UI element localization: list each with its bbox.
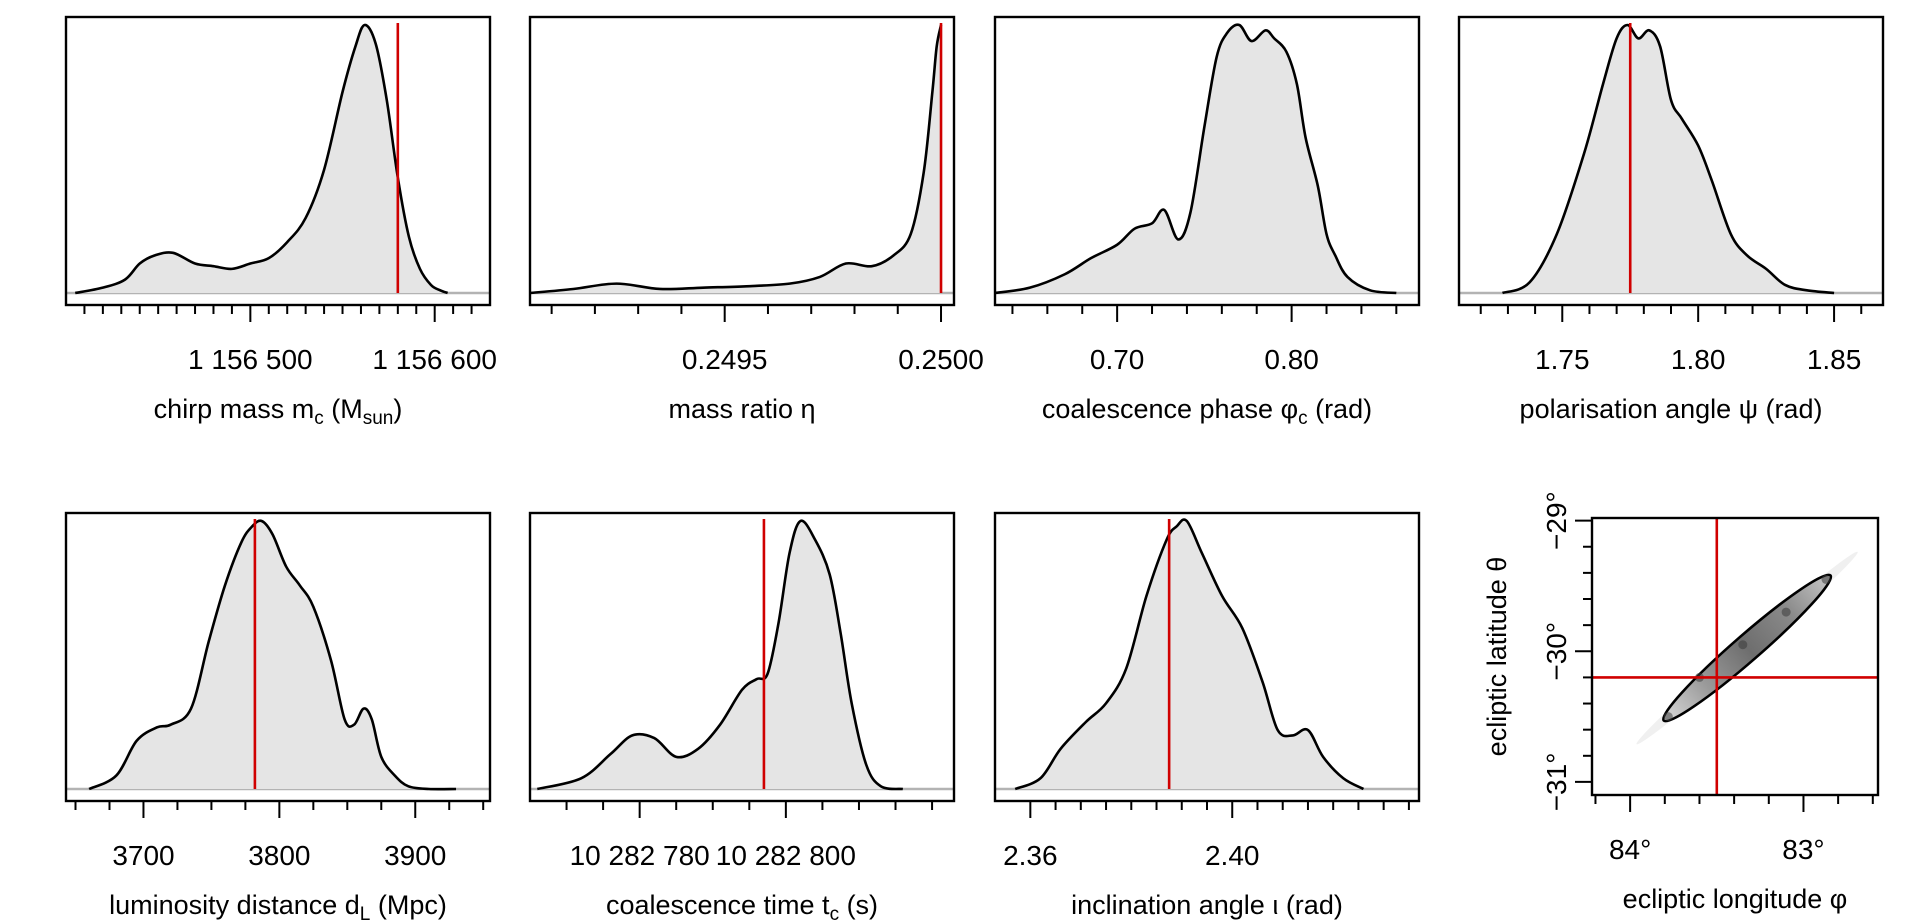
density-curve — [537, 519, 903, 791]
density-curve — [74, 23, 449, 295]
panel-frame — [528, 15, 956, 307]
x-tick-label: 10 282 800 — [716, 840, 856, 871]
density-curve — [1502, 23, 1835, 295]
x-tick-label: 0.70 — [1090, 344, 1145, 375]
panel-frame — [64, 511, 492, 803]
x-tick-label: 3700 — [112, 840, 174, 871]
y-tick-label: −29° — [1541, 491, 1572, 550]
x-axis-title: coalescence phase φc (rad) — [1042, 394, 1372, 429]
panel-mass-ratio: 0.2495 0.2500 mass ratio η — [528, 15, 984, 424]
x-axis-title-tail: ) — [393, 394, 402, 424]
x-tick-label: 0.2495 — [682, 344, 768, 375]
density-fill — [1015, 519, 1364, 789]
x-axis-title-rest: (s) — [839, 890, 878, 920]
y-tick-label: −31° — [1541, 753, 1572, 812]
x-axis-title-main: coalescence phase φ — [1042, 394, 1298, 424]
x-axis-title-rest: (rad) — [1308, 394, 1373, 424]
panel-frame — [528, 511, 956, 803]
posterior-mode — [1738, 640, 1748, 650]
x-axis-title-sub: c — [830, 904, 840, 921]
y-tick-label: −30° — [1541, 622, 1572, 681]
panel-polarisation-angle: 1.75 1.80 1.85 polarisation angle ψ (rad) — [1457, 15, 1885, 424]
x-axis-title-main: chirp mass m — [154, 394, 315, 424]
x-axis-title: coalescence time tc (s) — [606, 890, 878, 921]
density-fill — [530, 25, 942, 293]
x-axis-title: inclination angle ι (rad) — [1071, 890, 1343, 920]
x-tick-label: 0.2500 — [898, 344, 984, 375]
posterior-mode — [1663, 712, 1673, 722]
x-axis-title-sub: L — [360, 904, 371, 921]
posterior-mode — [1781, 607, 1791, 617]
density-curve — [1014, 518, 1365, 791]
panel-sky-position: 84° 83° −29° −30° −31° ecliptic longitude φ ec… — [1482, 491, 1880, 914]
panel-frame — [64, 15, 492, 307]
density-curve — [529, 24, 943, 295]
x-tick-label: 83° — [1782, 834, 1824, 865]
posterior-mode — [1821, 574, 1831, 584]
density-fill — [995, 24, 1397, 293]
panel-coalescence-phase: 0.70 0.80 coalescence phase φc (rad) — [993, 15, 1421, 429]
x-tick-label: 2.36 — [1003, 840, 1058, 871]
x-axis-title-sub: c — [1298, 408, 1308, 429]
x-axis-title-main: polarisation angle ψ (rad) — [1520, 394, 1823, 424]
x-tick-label: 1.75 — [1535, 344, 1590, 375]
y-axis-title: ecliptic latitude θ — [1482, 557, 1512, 757]
x-axis-title-main: inclination angle ι (rad) — [1071, 890, 1343, 920]
x-tick-label: 1 156 600 — [372, 344, 497, 375]
posterior-contour — [1662, 573, 1833, 723]
x-tick-label: 2.40 — [1205, 840, 1260, 871]
x-axis-title-sub2: sun — [363, 408, 394, 429]
density-curve — [994, 23, 1397, 295]
x-axis-title-main: luminosity distance d — [109, 890, 360, 920]
x-axis-title-rest: (Mpc) — [370, 890, 447, 920]
density-curve — [88, 519, 457, 791]
x-tick-label: 10 282 780 — [570, 840, 710, 871]
x-axis-title-main: ecliptic longitude φ — [1623, 884, 1848, 914]
x-axis-title-rest: (M — [324, 394, 363, 424]
x-axis-title-sub: c — [314, 408, 324, 429]
x-axis-title: polarisation angle ψ (rad) — [1520, 394, 1823, 424]
density-fill — [537, 520, 903, 790]
x-axis-title: luminosity distance dL (Mpc) — [109, 890, 447, 921]
x-axis-title: mass ratio η — [668, 394, 815, 424]
x-tick-label: 1.85 — [1807, 344, 1862, 375]
x-axis-title: ecliptic longitude φ — [1623, 884, 1848, 914]
x-tick-label: 1 156 500 — [188, 344, 313, 375]
x-tick-label: 0.80 — [1264, 344, 1319, 375]
y-axis-title-main: ecliptic latitude θ — [1482, 557, 1512, 757]
panel-luminosity-distance: 3700 3800 3900 luminosity distance dL (Mpc) — [64, 511, 492, 921]
density-fill — [75, 24, 448, 293]
x-tick-label: 3800 — [248, 840, 310, 871]
x-tick-label: 1.80 — [1671, 344, 1726, 375]
panel-chirp-mass: 1 156 500 1 156 600 chirp mass mc (Msun) — [64, 15, 497, 429]
panel-coalescence-time: 10 282 780 10 282 800 coalescence time tc … — [528, 511, 956, 921]
x-axis-title-main: coalescence time t — [606, 890, 830, 920]
x-tick-label: 84° — [1609, 834, 1651, 865]
x-axis-title: chirp mass mc (Msun) — [154, 394, 403, 429]
density-fill — [1502, 25, 1835, 293]
panel-inclination-angle: 2.36 2.40 inclination angle ι (rad) — [993, 511, 1421, 920]
x-axis-title-main: mass ratio η — [668, 394, 815, 424]
x-tick-label: 3900 — [384, 840, 446, 871]
density-fill — [89, 520, 457, 790]
panel-frame — [993, 15, 1421, 307]
